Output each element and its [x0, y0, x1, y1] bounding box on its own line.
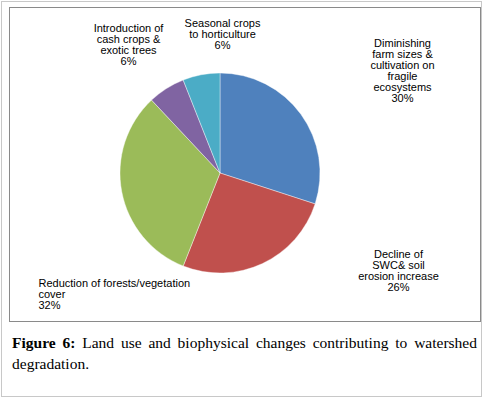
svg-text:Decline ofSWC& soilerosion inc: Decline ofSWC& soilerosion increase26% [358, 248, 439, 293]
svg-text:Reduction of forests/vegetatio: Reduction of forests/vegetationcover32% [39, 277, 191, 311]
svg-text:Seasonal cropsto horticulture6: Seasonal cropsto horticulture6% [185, 17, 261, 51]
html-text:Figure 6: Land use and biophys: Figure 6: Land use and biophysical chang… [12, 334, 477, 372]
svg-text:Diminishingfarm sizes &cultiva: Diminishingfarm sizes &cultivation onfra… [370, 37, 434, 104]
svg-text:Introduction ofcash crops &exo: Introduction ofcash crops &exotic trees6… [94, 22, 165, 67]
